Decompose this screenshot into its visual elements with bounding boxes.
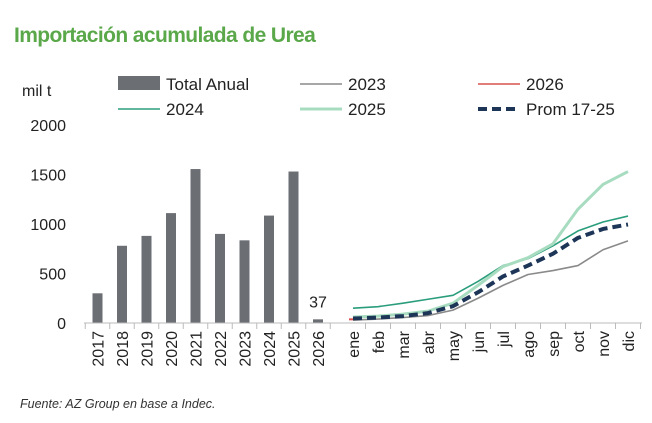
bar-2023 xyxy=(239,240,250,323)
bar-2022 xyxy=(215,233,225,323)
line-series-prom-17-25 xyxy=(352,222,629,321)
source-note: Fuente: AZ Group en base a Indec. xyxy=(20,397,216,411)
line-series-2025 xyxy=(352,170,629,319)
x-tick-label: 2022 xyxy=(213,331,230,367)
x-tick-label: 2021 xyxy=(189,331,206,367)
legend-label: Total Anual xyxy=(166,75,249,94)
x-tick-label: may xyxy=(446,331,463,361)
legend-label: 2026 xyxy=(526,75,564,94)
bar-2017 xyxy=(92,293,103,323)
legend-label: 2023 xyxy=(348,75,386,94)
legend-swatch xyxy=(118,76,160,90)
y-tick-label: 1000 xyxy=(30,217,66,234)
x-tick-label: 2017 xyxy=(91,331,108,367)
x-tick-label: 2025 xyxy=(287,331,304,367)
x-tick-label: ago xyxy=(521,331,538,358)
legend-label: Prom 17-25 xyxy=(526,100,615,119)
x-tick-label: 2018 xyxy=(115,331,132,367)
x-tick-label: sep xyxy=(546,331,563,357)
x-tick-label: 2019 xyxy=(140,331,157,367)
bar-2018 xyxy=(117,245,127,323)
x-tick-label: 2020 xyxy=(164,331,181,367)
x-tick-label: dic xyxy=(621,331,638,351)
chart-title: Importación acumulada de Urea xyxy=(14,24,316,47)
line-series-2023 xyxy=(352,240,629,321)
legend-label: 2024 xyxy=(166,100,204,119)
line-series-2024 xyxy=(352,215,629,309)
legend-label: 2025 xyxy=(348,100,386,119)
y-tick-label: 2000 xyxy=(30,118,66,135)
x-tick-label: nov xyxy=(596,331,613,357)
y-axis-label: mil t xyxy=(22,83,52,100)
bar-2024 xyxy=(264,215,274,323)
x-tick-label: feb xyxy=(371,331,388,353)
bar-annotation: 37 xyxy=(309,294,327,311)
bar-2020 xyxy=(166,213,176,323)
x-tick-label: jun xyxy=(471,331,488,353)
bar-2021 xyxy=(190,169,201,323)
y-tick-label: 0 xyxy=(57,316,66,333)
bar-2019 xyxy=(141,235,152,323)
bar-2026 xyxy=(313,319,323,323)
y-tick-label: 500 xyxy=(39,267,66,284)
bar-2025 xyxy=(288,171,299,323)
x-tick-label: jul xyxy=(496,331,513,348)
x-tick-label: ene xyxy=(346,331,363,358)
y-tick-label: 1500 xyxy=(30,168,66,185)
x-tick-label: mar xyxy=(396,330,413,358)
x-tick-label: 2026 xyxy=(311,331,328,367)
x-tick-label: 2023 xyxy=(238,331,255,367)
x-tick-label: oct xyxy=(571,330,588,352)
x-tick-label: 2024 xyxy=(262,331,279,367)
x-tick-label: abr xyxy=(421,330,438,354)
